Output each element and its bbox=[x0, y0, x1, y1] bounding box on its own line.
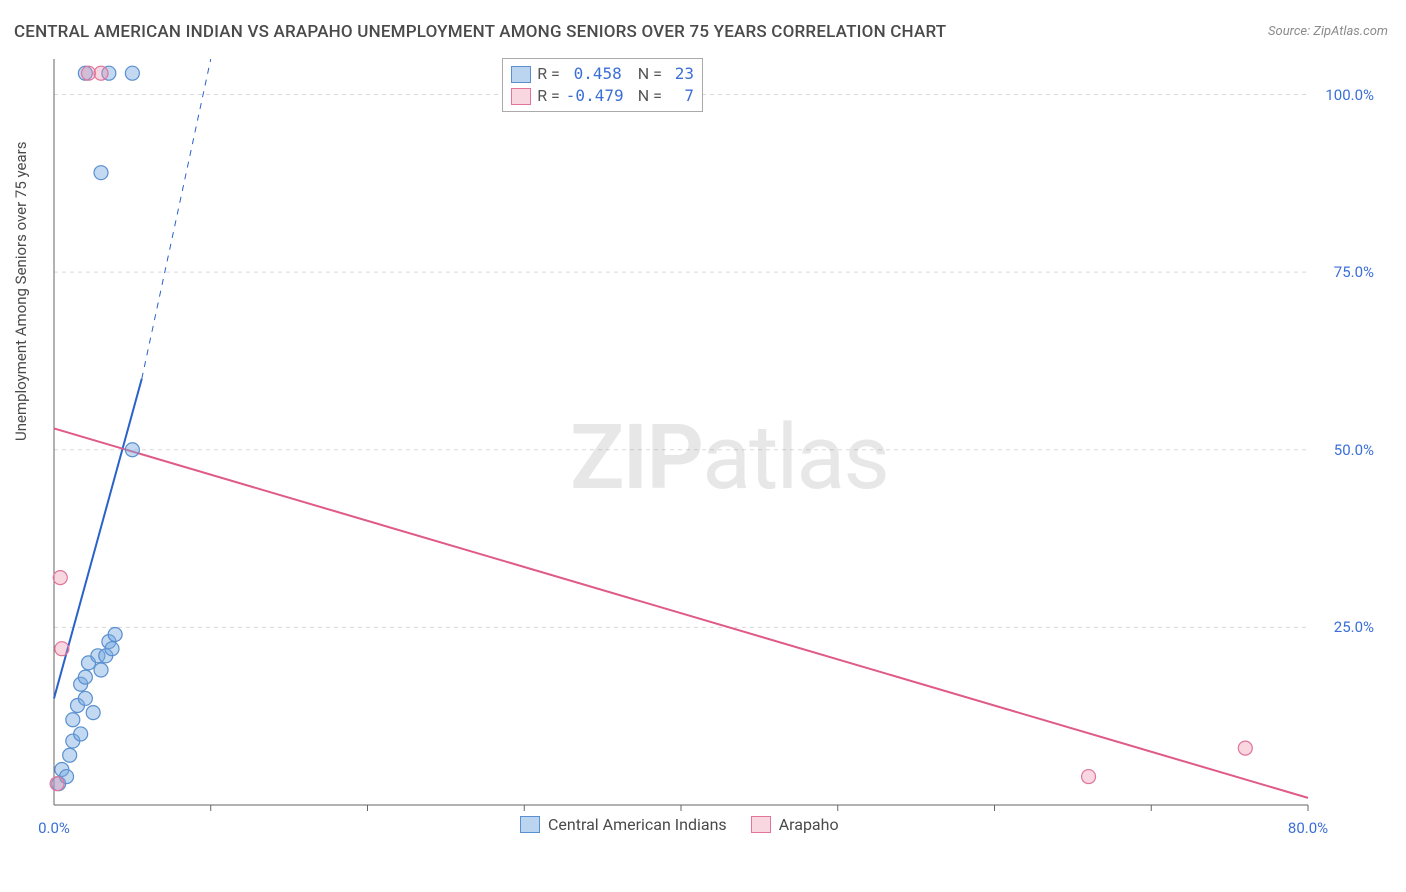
scatter-point bbox=[108, 627, 122, 641]
scatter-point bbox=[86, 706, 100, 720]
scatter-point bbox=[1082, 770, 1096, 784]
legend-swatch bbox=[511, 88, 531, 105]
legend-swatch bbox=[520, 816, 540, 833]
scatter-point bbox=[105, 642, 119, 656]
scatter-point bbox=[78, 670, 92, 684]
scatter-plot: ZIPatlas R = 0.458 N = 23 R = -0.479 N = 7 25.0… bbox=[50, 55, 1380, 845]
correlation-legend: R = 0.458 N = 23 R = -0.479 N = 7 bbox=[502, 58, 703, 112]
scatter-point bbox=[66, 713, 80, 727]
y-tick-label: 75.0% bbox=[1334, 263, 1374, 281]
scatter-point bbox=[78, 691, 92, 705]
n-label: N = bbox=[638, 63, 662, 85]
r-value: 0.458 bbox=[566, 63, 622, 85]
scatter-point bbox=[125, 66, 139, 80]
legend-item: Arapaho bbox=[751, 815, 839, 834]
y-tick-label: 100.0% bbox=[1325, 86, 1374, 104]
n-value: 23 bbox=[668, 63, 694, 85]
legend-label: Central American Indians bbox=[548, 815, 727, 834]
scatter-point bbox=[63, 748, 77, 762]
scatter-point bbox=[50, 777, 64, 791]
legend-swatch bbox=[511, 66, 531, 83]
scatter-point bbox=[94, 66, 108, 80]
scatter-point bbox=[94, 663, 108, 677]
chart-title: CENTRAL AMERICAN INDIAN VS ARAPAHO UNEMP… bbox=[14, 22, 946, 42]
legend-stat-row: R = -0.479 N = 7 bbox=[511, 85, 694, 107]
scatter-point bbox=[94, 166, 108, 180]
n-value: 7 bbox=[668, 85, 694, 107]
scatter-point bbox=[125, 443, 139, 457]
source-label: Source: ZipAtlas.com bbox=[1268, 24, 1388, 39]
r-label: R = bbox=[537, 85, 560, 107]
y-tick-label: 50.0% bbox=[1334, 441, 1374, 459]
r-label: R = bbox=[537, 63, 560, 85]
legend-swatch bbox=[751, 816, 771, 833]
x-tick-label: 0.0% bbox=[38, 819, 70, 837]
x-tick-label: 80.0% bbox=[1288, 819, 1328, 837]
y-axis-label: Unemployment Among Seniors over 75 years bbox=[12, 142, 30, 441]
y-tick-label: 25.0% bbox=[1334, 618, 1374, 636]
watermark: ZIPatlas bbox=[570, 405, 888, 510]
legend-stat-row: R = 0.458 N = 23 bbox=[511, 63, 694, 85]
legend-item: Central American Indians bbox=[520, 815, 727, 834]
r-value: -0.479 bbox=[566, 85, 622, 107]
series-legend: Central American Indians Arapaho bbox=[520, 815, 839, 834]
scatter-point bbox=[53, 571, 67, 585]
scatter-point bbox=[55, 642, 69, 656]
scatter-point bbox=[74, 727, 88, 741]
n-label: N = bbox=[638, 85, 662, 107]
legend-label: Arapaho bbox=[779, 815, 839, 834]
scatter-point bbox=[1238, 741, 1252, 755]
scatter-point bbox=[81, 66, 95, 80]
